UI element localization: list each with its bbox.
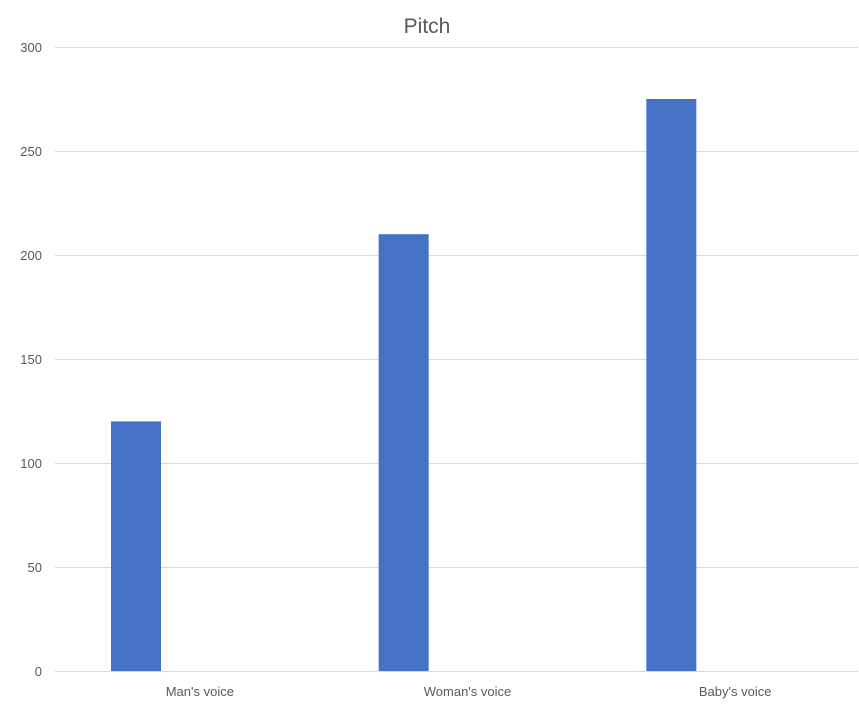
x-axis-category-labels: Man's voice Woman's voice Baby's voice [166, 684, 772, 699]
bars [111, 99, 697, 671]
x-category-label: Man's voice [166, 684, 234, 699]
y-tick-label: 100 [20, 456, 42, 471]
y-tick-label: 150 [20, 352, 42, 367]
y-tick-label: 0 [35, 664, 42, 679]
y-tick-label: 200 [20, 248, 42, 263]
chart-title: Pitch [404, 15, 451, 38]
bar-baby-s-voice [646, 99, 697, 671]
y-tick-label: 50 [28, 560, 42, 575]
y-tick-label: 300 [20, 40, 42, 55]
x-category-label: Baby's voice [699, 684, 772, 699]
bar-woman-s-voice [378, 234, 429, 671]
y-axis-tick-labels: 0 50 100 150 200 250 300 [20, 40, 42, 679]
x-category-label: Woman's voice [424, 684, 512, 699]
gridlines [55, 47, 858, 672]
bar-man-s-voice [111, 421, 161, 671]
y-tick-label: 250 [20, 144, 42, 159]
